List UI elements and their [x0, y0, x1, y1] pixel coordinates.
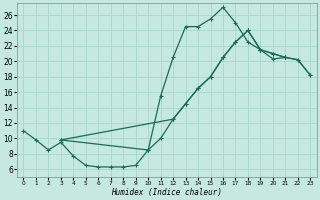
- X-axis label: Humidex (Indice chaleur): Humidex (Indice chaleur): [111, 188, 222, 197]
